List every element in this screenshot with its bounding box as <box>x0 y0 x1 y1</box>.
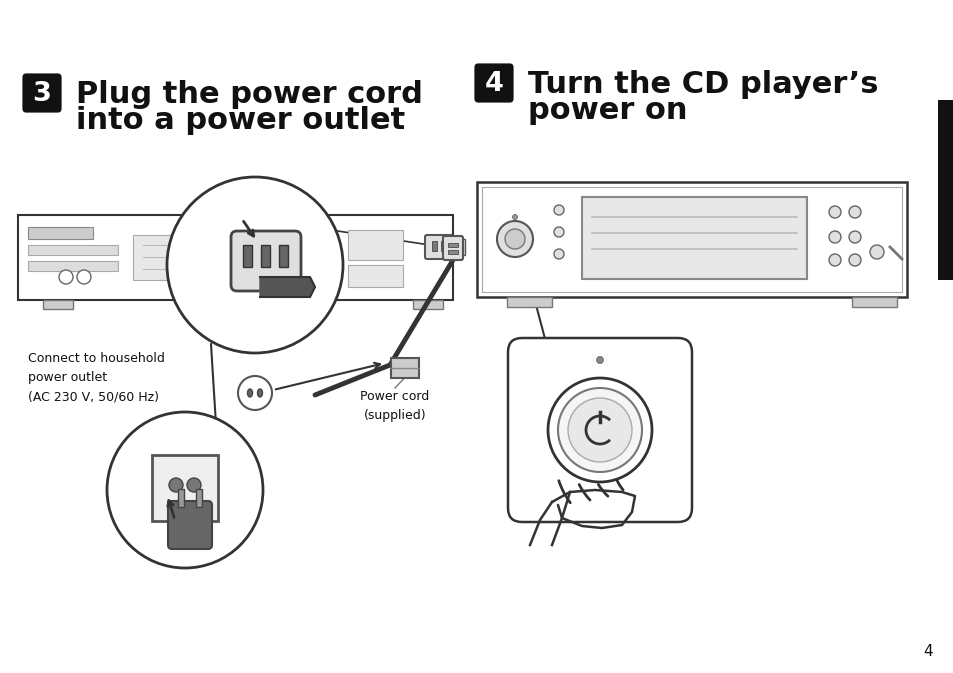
Bar <box>448 250 457 254</box>
Text: Plug the power cord: Plug the power cord <box>76 80 422 109</box>
Bar <box>28 227 92 239</box>
Bar <box>937 100 953 280</box>
Text: 4: 4 <box>923 643 932 658</box>
Text: 4: 4 <box>484 71 503 97</box>
Circle shape <box>554 249 563 259</box>
Circle shape <box>504 229 524 249</box>
Text: into a power outlet: into a power outlet <box>76 106 405 135</box>
Circle shape <box>828 206 841 218</box>
Text: Turn the CD player’s: Turn the CD player’s <box>527 70 878 99</box>
Bar <box>278 245 288 267</box>
Circle shape <box>107 412 263 568</box>
FancyBboxPatch shape <box>22 73 62 112</box>
FancyBboxPatch shape <box>442 236 462 260</box>
Circle shape <box>869 245 883 259</box>
Bar <box>476 182 906 297</box>
Bar <box>453 239 464 255</box>
Circle shape <box>512 215 517 219</box>
Bar <box>506 297 552 307</box>
Bar <box>28 245 118 255</box>
FancyBboxPatch shape <box>507 338 691 522</box>
Bar <box>391 358 418 378</box>
Bar <box>448 243 457 247</box>
Bar <box>132 235 333 280</box>
Ellipse shape <box>257 389 262 397</box>
Bar <box>851 297 896 307</box>
Circle shape <box>828 231 841 243</box>
Circle shape <box>237 376 272 410</box>
Circle shape <box>567 398 631 462</box>
Circle shape <box>554 205 563 215</box>
Circle shape <box>848 206 861 218</box>
Bar <box>178 489 184 507</box>
Circle shape <box>596 357 603 363</box>
Bar <box>43 300 73 309</box>
Circle shape <box>848 231 861 243</box>
Bar <box>440 241 446 251</box>
Circle shape <box>187 478 201 492</box>
Bar <box>348 265 402 287</box>
Circle shape <box>558 388 641 472</box>
Polygon shape <box>260 277 314 297</box>
Bar <box>348 230 402 260</box>
Text: 3: 3 <box>32 81 51 107</box>
Circle shape <box>554 227 563 237</box>
Text: Power cord
(supplied): Power cord (supplied) <box>360 390 429 422</box>
Circle shape <box>828 254 841 266</box>
Bar <box>243 245 252 267</box>
Circle shape <box>77 270 91 284</box>
FancyBboxPatch shape <box>474 63 513 102</box>
Bar <box>432 241 436 251</box>
Bar <box>18 215 453 300</box>
Circle shape <box>497 221 533 257</box>
Bar <box>261 245 270 267</box>
Circle shape <box>167 177 343 353</box>
Bar <box>481 187 901 292</box>
Bar <box>413 300 442 309</box>
FancyBboxPatch shape <box>168 501 212 549</box>
Bar <box>195 489 202 507</box>
Circle shape <box>169 478 183 492</box>
Circle shape <box>59 270 73 284</box>
Ellipse shape <box>247 389 253 397</box>
FancyBboxPatch shape <box>231 231 301 291</box>
Bar <box>28 261 118 271</box>
Bar <box>581 197 806 279</box>
Circle shape <box>848 254 861 266</box>
Circle shape <box>547 378 651 482</box>
FancyBboxPatch shape <box>424 235 453 259</box>
FancyBboxPatch shape <box>152 455 218 521</box>
Text: power on: power on <box>527 96 687 125</box>
Text: Connect to household
power outlet
(AC 230 V, 50/60 Hz): Connect to household power outlet (AC 23… <box>28 352 165 403</box>
